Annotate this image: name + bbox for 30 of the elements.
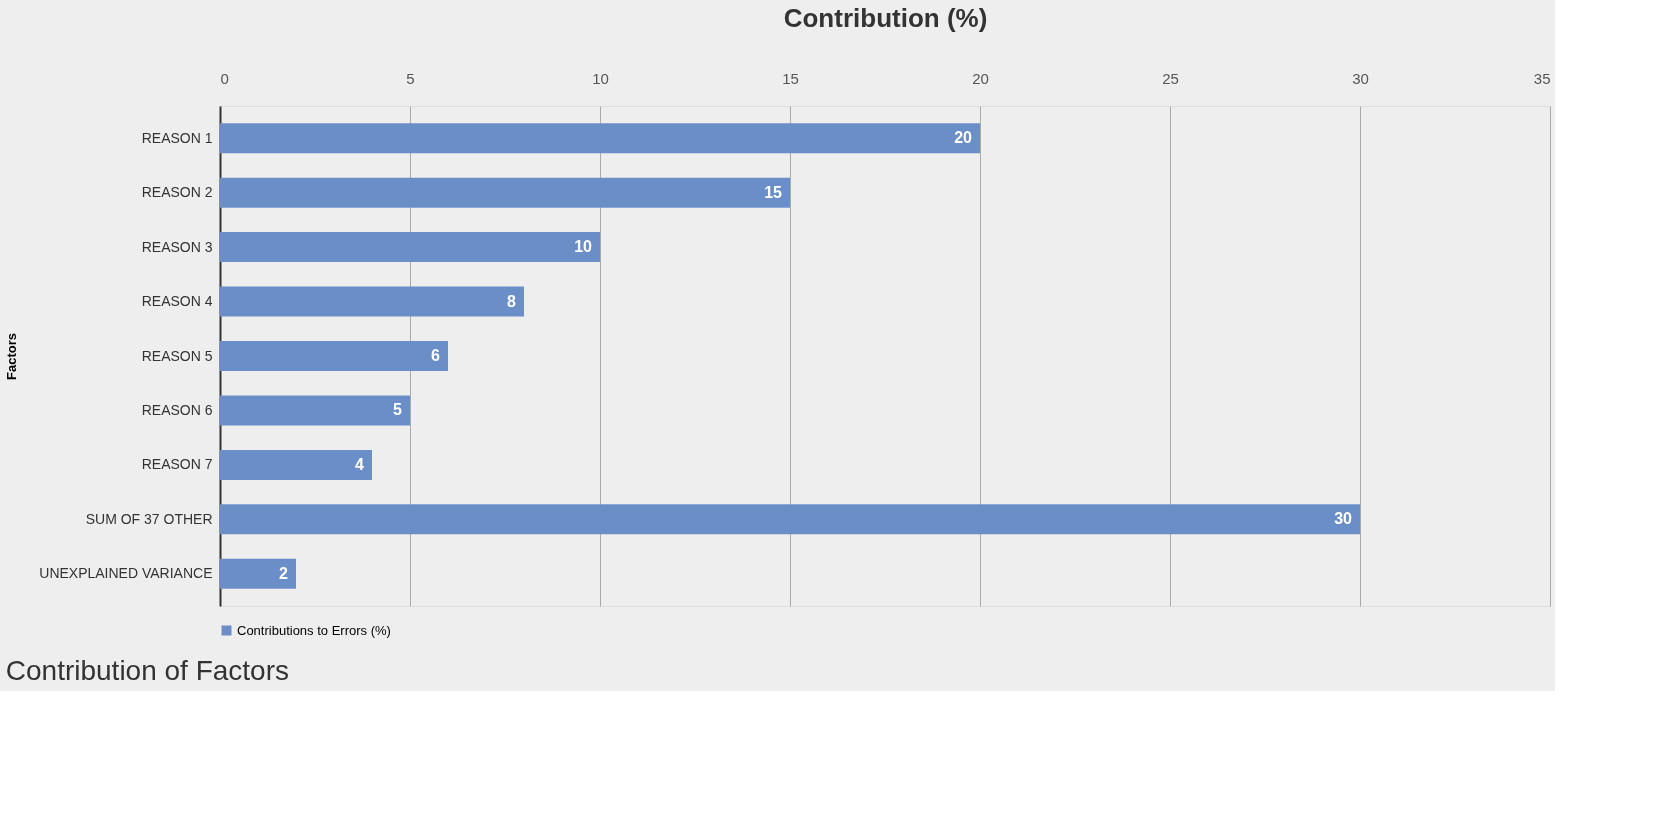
data-label: 8 [507, 292, 517, 310]
x-tick-label: 25 [1162, 69, 1179, 87]
data-label: 6 [431, 347, 441, 364]
x-tick-label: 10 [592, 69, 609, 87]
data-label: 20 [954, 129, 973, 147]
x-tick-label: 30 [1352, 69, 1369, 87]
y-tick-label: UNEXPLAINED VARIANCE [39, 565, 213, 582]
text: Contribution of Factors [5, 655, 290, 686]
y-tick-label: REASON 4 [141, 293, 213, 310]
x-tick-label: 15 [782, 69, 799, 87]
y-tick-label: REASON 7 [141, 456, 213, 473]
data-label: 2 [279, 564, 289, 582]
y-tick-label: REASON 2 [141, 184, 213, 201]
y-axis-title: Factors [4, 333, 20, 380]
x-axis-title: Contribution (%) [783, 2, 988, 33]
x-tick-label: 20 [972, 69, 989, 87]
legend-label: Contributions to Errors (%) [237, 622, 391, 638]
y-tick-label: SUM OF 37 OTHER [85, 510, 213, 527]
data-label: 5 [393, 401, 403, 419]
y-tick-label: REASON 1 [141, 129, 213, 146]
y-tick-label: REASON 5 [141, 347, 213, 364]
y-tick-label: REASON 6 [141, 401, 213, 418]
x-tick-label: 0 [220, 69, 229, 87]
data-label: 15 [764, 183, 783, 201]
x-tick-label: 5 [406, 69, 415, 87]
y-tick-label: REASON 3 [141, 238, 213, 255]
x-tick-label: 35 [1533, 69, 1551, 87]
data-label: 30 [1334, 510, 1353, 528]
data-label: 4 [355, 455, 365, 473]
data-label: 10 [574, 238, 593, 256]
